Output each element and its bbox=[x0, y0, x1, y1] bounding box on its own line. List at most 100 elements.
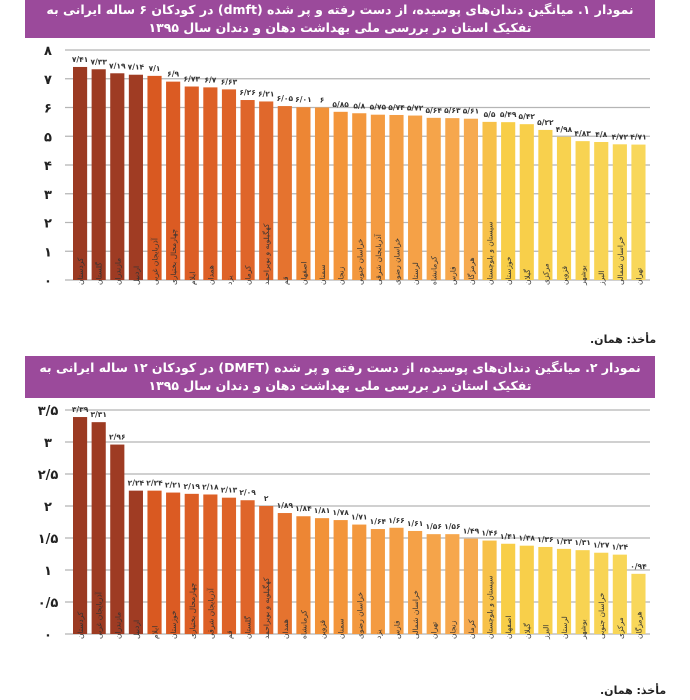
bar bbox=[519, 124, 534, 280]
chart-1-source: مأخذ: همان. bbox=[590, 333, 657, 346]
x-tick-label: البرز bbox=[597, 271, 606, 286]
data-label: ۰/۹۴ bbox=[630, 562, 647, 571]
x-tick-label: قزوین bbox=[560, 265, 569, 285]
x-tick-label: مرکزی bbox=[616, 617, 625, 639]
x-tick-label: خوزستان bbox=[504, 256, 513, 285]
x-tick-label: مازندران bbox=[113, 258, 122, 285]
chart-2: ۰ ۰/۵ ۱ ۱/۵ ۲ ۲/۵ ۳ ۳/۵ ۳/۳۹ کردستان ۳/۳۱ آذربایجان… bbox=[38, 404, 650, 643]
x-tick-label: سمنان bbox=[318, 264, 327, 285]
x-tick-label: اردبیل bbox=[132, 620, 141, 639]
data-label: ۱/۲۷ bbox=[593, 541, 610, 550]
bar bbox=[314, 518, 330, 634]
x-tick-label: کردستان bbox=[76, 611, 85, 639]
y-tick-label: ۱/۵ bbox=[38, 532, 59, 547]
bar bbox=[463, 538, 479, 634]
bar bbox=[259, 101, 274, 281]
bar bbox=[501, 122, 516, 280]
chart-1-title: نمودار ۱. میانگین دندان‌های پوسیده، از د… bbox=[25, 0, 655, 38]
x-tick-label: سیستان و بلوچستان bbox=[486, 221, 495, 285]
data-label: ۷/۴۱ bbox=[72, 55, 88, 64]
data-label: ۱/۶۱ bbox=[407, 519, 423, 528]
data-label: ۵/۴۲ bbox=[519, 112, 536, 121]
x-tick-label: خراسان جنوبی bbox=[355, 238, 364, 285]
x-tick-label: بوشهر bbox=[579, 619, 588, 640]
bar bbox=[389, 527, 404, 634]
y-tick-label: ۰/۵ bbox=[38, 596, 59, 611]
x-tick-label: خراسان جنوبی bbox=[597, 592, 606, 639]
x-tick-label: خراسان رضوی bbox=[355, 592, 364, 639]
bar bbox=[166, 81, 181, 280]
x-tick-label: ایلام bbox=[151, 626, 160, 639]
x-tick-label: البرز bbox=[541, 625, 550, 640]
y-tick-label: ۶ bbox=[44, 102, 52, 117]
x-tick-label: آذربایجان شرقی bbox=[205, 587, 215, 639]
x-tick-label: خراسان شمالی bbox=[411, 590, 420, 639]
data-label: ۴/۷۲ bbox=[612, 132, 629, 141]
data-label: ۵/۶۳ bbox=[444, 106, 461, 115]
data-label: ۵/۶۱ bbox=[463, 107, 479, 116]
data-label: ۱/۳۶ bbox=[537, 535, 553, 544]
x-tick-label: خراسان شمالی bbox=[616, 236, 625, 285]
y-tick-label: ۲/۵ bbox=[38, 468, 59, 483]
data-label: ۱/۸۱ bbox=[314, 506, 330, 515]
data-label: ۵/۸۵ bbox=[332, 100, 349, 109]
bar bbox=[203, 87, 218, 280]
x-tick-label: مازندران bbox=[113, 612, 122, 639]
data-label: ۵/۴۹ bbox=[500, 110, 517, 119]
bar bbox=[221, 497, 237, 634]
chart-2-title: نمودار ۲. میانگین دندان‌های پوسیده، از د… bbox=[25, 356, 655, 398]
data-label: ۷/۳۳ bbox=[90, 57, 107, 66]
bar bbox=[556, 548, 572, 634]
x-tick-label: اصفهان bbox=[299, 262, 308, 286]
bar bbox=[594, 142, 609, 280]
x-tick-label: کهگیلویه و بویراحمد bbox=[262, 223, 271, 285]
x-tick-label: خراسان رضوی bbox=[392, 238, 401, 285]
y-tick-label: ۲ bbox=[44, 217, 52, 232]
bar bbox=[445, 118, 460, 280]
data-label: ۶/۹ bbox=[167, 70, 179, 79]
data-label: ۶/۰۱ bbox=[295, 95, 311, 104]
data-label: ۲/۲۱ bbox=[165, 481, 181, 490]
bar bbox=[277, 513, 292, 634]
data-label: ۵/۷۲ bbox=[407, 104, 424, 113]
bar bbox=[575, 550, 590, 634]
x-tick-label: بوشهر bbox=[579, 265, 588, 286]
y-tick-label: ۰ bbox=[44, 274, 52, 289]
x-tick-label: گیلان bbox=[523, 623, 532, 639]
data-label: ۵/۸ bbox=[353, 101, 365, 110]
bar bbox=[501, 543, 516, 634]
bar bbox=[184, 86, 199, 280]
x-tick-label: فارس bbox=[448, 266, 457, 285]
x-tick-label: فارس bbox=[392, 620, 401, 639]
bar bbox=[147, 490, 162, 634]
bar bbox=[426, 534, 441, 634]
bar bbox=[296, 107, 311, 281]
data-label: ۱/۷۱ bbox=[351, 513, 367, 522]
x-tick-label: چهارمحال بختیاری bbox=[188, 582, 197, 639]
bar bbox=[184, 493, 199, 634]
x-tick-label: اصفهان bbox=[504, 616, 513, 640]
data-label: ۱/۲۴ bbox=[612, 543, 629, 552]
data-label: ۵/۲۲ bbox=[537, 118, 554, 127]
bar bbox=[631, 573, 646, 634]
bar bbox=[91, 69, 106, 280]
bar bbox=[277, 106, 292, 280]
data-label: ۱/۸۹ bbox=[277, 501, 294, 510]
x-tick-label: آذربایجان غربی bbox=[94, 591, 104, 639]
data-label: ۱/۴۶ bbox=[481, 529, 497, 538]
x-tick-label: کرمانشاه bbox=[430, 256, 439, 285]
bar bbox=[333, 111, 348, 280]
data-label: ۷/۱ bbox=[149, 64, 161, 73]
y-tick-label: ۱ bbox=[44, 564, 52, 579]
x-tick-label: آذربایجان شرقی bbox=[373, 233, 383, 285]
x-tick-label: لرستان bbox=[411, 262, 420, 285]
chart-2-source: مأخذ: همان. bbox=[600, 684, 667, 697]
x-tick-label: سمنان bbox=[337, 618, 346, 639]
bar bbox=[352, 113, 367, 280]
bar bbox=[128, 490, 143, 634]
bar bbox=[110, 444, 125, 634]
bar bbox=[519, 545, 534, 634]
data-label: ۲/۲۴ bbox=[128, 479, 145, 488]
x-tick-label: قزوین bbox=[318, 619, 327, 639]
x-tick-label: چهارمحال بختیاری bbox=[169, 228, 178, 285]
